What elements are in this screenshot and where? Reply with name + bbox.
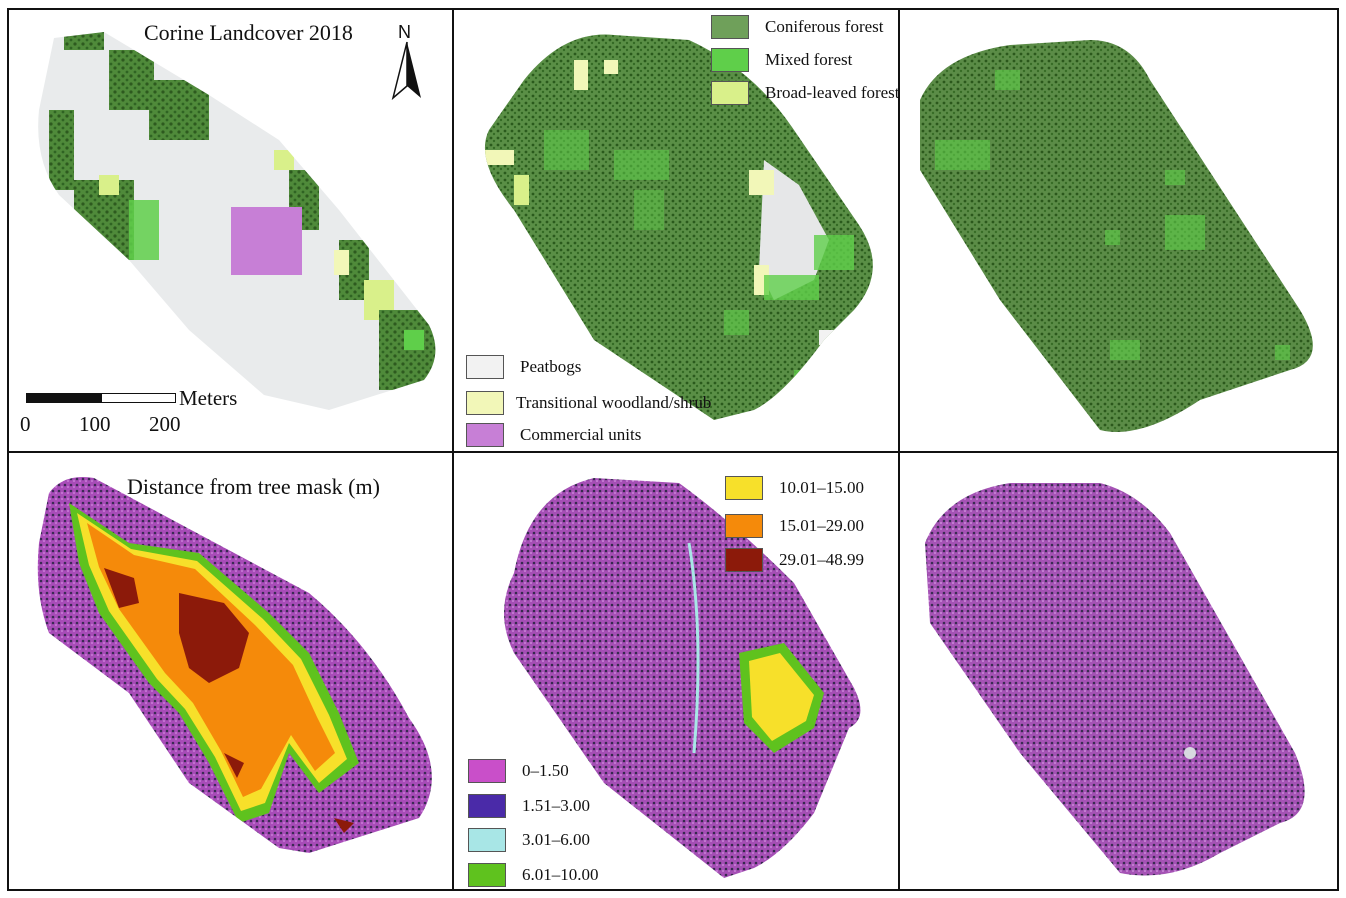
legend-item-10-15: 10.01–15.00	[725, 476, 864, 500]
swatch-6-10	[468, 863, 506, 887]
legend-label-0-1-5: 0–1.50	[522, 761, 569, 780]
scale-unit: Meters	[179, 386, 238, 410]
row-divider	[9, 451, 1337, 453]
scale-tick-200: 200	[149, 412, 181, 436]
scale-tick-100: 100	[79, 412, 111, 436]
swatch-15-29	[725, 514, 763, 538]
swatch-1-5-3	[468, 794, 506, 818]
panel-forest-plot-2	[900, 10, 1337, 451]
legend-item-commercial: Commercial units	[466, 423, 641, 447]
distance-map-title: Distance from tree mask (m)	[127, 474, 380, 499]
legend-item-broad-leaved: Broad-leaved forest	[711, 81, 900, 105]
legend-label-transitional: Transitional woodland/shrub	[516, 393, 712, 412]
legend-item-1-5-3: 1.51–3.00	[468, 794, 590, 818]
legend-item-15-29: 15.01–29.00	[725, 514, 864, 538]
legend-label-6-10: 6.01–10.00	[522, 865, 599, 884]
swatch-mixed	[711, 48, 749, 72]
map-title: Corine Landcover 2018	[144, 20, 353, 45]
legend-label-15-29: 15.01–29.00	[779, 516, 864, 535]
swatch-coniferous	[711, 15, 749, 39]
legend-item-6-10: 6.01–10.00	[468, 863, 599, 887]
corine-map	[38, 32, 436, 410]
panel-distance-map-3	[900, 453, 1337, 889]
legend-label-29-49: 29.01–48.99	[779, 550, 864, 569]
swatch-peatbogs	[466, 355, 504, 379]
legend-label-3-6: 3.01–6.00	[522, 830, 590, 849]
legend-label-broad-leaved: Broad-leaved forest	[765, 83, 900, 102]
swatch-29-49	[725, 548, 763, 572]
panel-distance-map-2: 10.01–15.00 15.01–29.00 29.01–48.99 0–1.…	[454, 453, 898, 889]
swatch-commercial	[466, 423, 504, 447]
panel-distance-map: Distance from tree mask (m)	[9, 453, 452, 889]
north-label: N	[398, 22, 411, 42]
legend-item-29-49: 29.01–48.99	[725, 548, 864, 572]
column-divider-right	[898, 10, 900, 889]
forest-type-map	[484, 34, 873, 421]
forest-map-2	[920, 40, 1313, 432]
swatch-transitional	[466, 391, 504, 415]
distance-map	[37, 477, 432, 853]
legend-item-peatbogs: Peatbogs	[466, 355, 581, 379]
swatch-3-6	[468, 828, 506, 852]
legend-label-commercial: Commercial units	[520, 425, 642, 444]
distance-map-3	[925, 483, 1305, 876]
legend-label-peatbogs: Peatbogs	[520, 357, 582, 376]
figure-grid: Corine Landcover 2018 N Meters 0 100 200	[7, 8, 1339, 891]
panel-corine-landcover: Corine Landcover 2018 N Meters 0 100 200	[9, 10, 452, 451]
legend-item-mixed: Mixed forest	[711, 48, 852, 72]
column-divider-left	[452, 10, 454, 889]
swatch-0-1-5	[468, 759, 506, 783]
panel-forest-types: Coniferous forest Mixed forest Broad-lea…	[454, 10, 900, 451]
legend-label-mixed: Mixed forest	[765, 50, 853, 69]
legend-item-0-1-5: 0–1.50	[468, 759, 569, 783]
scale-tick-0: 0	[20, 412, 31, 436]
commercial-units-area	[231, 207, 302, 275]
distance-map-2	[504, 478, 861, 878]
legend-item-3-6: 3.01–6.00	[468, 828, 590, 852]
north-arrow-icon	[391, 41, 421, 101]
legend-item-transitional: Transitional woodland/shrub	[466, 391, 711, 415]
swatch-10-15	[725, 476, 763, 500]
legend-label-coniferous: Coniferous forest	[765, 17, 884, 36]
legend-label-1-5-3: 1.51–3.00	[522, 796, 590, 815]
legend-label-10-15: 10.01–15.00	[779, 478, 864, 497]
swatch-broad-leaved	[711, 81, 749, 105]
legend-item-coniferous: Coniferous forest	[711, 15, 884, 39]
